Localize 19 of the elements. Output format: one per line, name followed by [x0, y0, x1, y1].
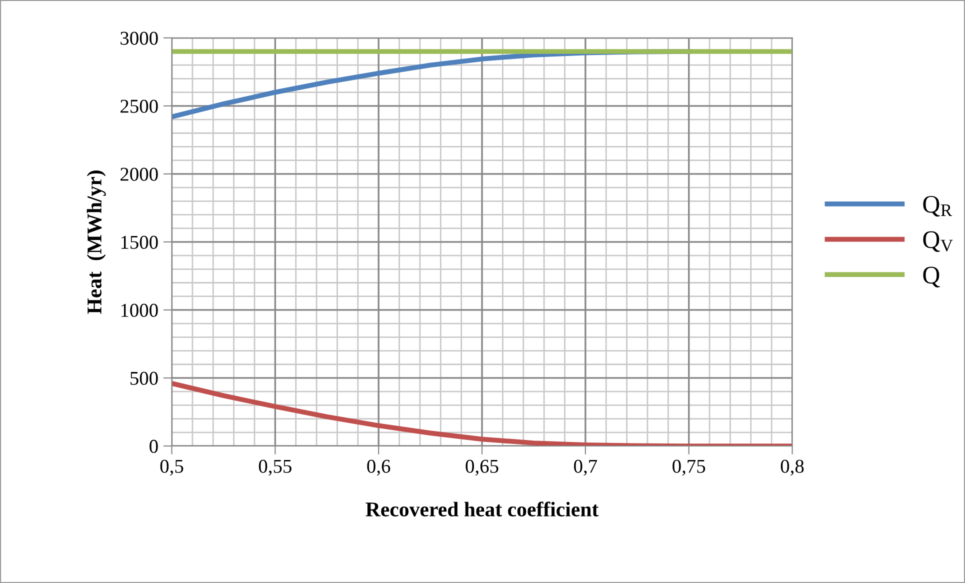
y-tick-label: 500	[130, 372, 158, 385]
x-tick-label: 0,55	[258, 460, 292, 476]
y-tick-label: 1500	[121, 236, 158, 249]
y-tick-label: 2500	[120, 100, 158, 113]
x-axis-title: Recovered heat coefficient	[366, 502, 599, 516]
x-tick-label: 0,75	[672, 460, 706, 476]
x-tick-label: 0,8	[780, 460, 804, 476]
x-tick-label: 0,7	[574, 460, 598, 476]
x-tick-label: 0,65	[466, 460, 498, 476]
y-tick-label: 2000	[120, 168, 158, 181]
y-tick-label: 1000	[121, 304, 158, 317]
legend-label: Q	[923, 266, 940, 288]
y-tick-label: 3000	[120, 32, 158, 45]
x-tick-label: 0,6	[367, 460, 390, 476]
x-tick-label: 0,5	[160, 460, 184, 476]
y-tick-label: 0	[150, 440, 158, 453]
legend-label: Q$_{R}$	[923, 196, 952, 217]
legend-label: Q$_{V}$	[923, 231, 953, 252]
y-axis-title: Heat (MWh/yr)	[86, 170, 106, 314]
